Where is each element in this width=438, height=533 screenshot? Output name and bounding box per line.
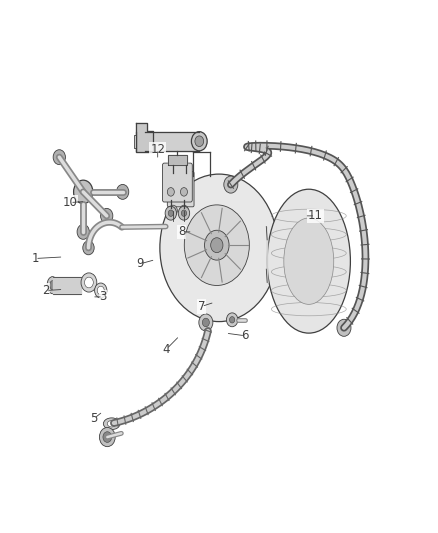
Circle shape — [117, 184, 129, 199]
Circle shape — [224, 176, 238, 193]
Ellipse shape — [267, 189, 350, 333]
Text: 10: 10 — [63, 196, 78, 209]
Circle shape — [195, 136, 204, 147]
Text: 4: 4 — [162, 343, 170, 356]
Text: 12: 12 — [150, 143, 165, 156]
Circle shape — [211, 238, 223, 253]
Text: 6: 6 — [241, 329, 249, 342]
Circle shape — [101, 208, 113, 223]
Circle shape — [83, 241, 94, 255]
Circle shape — [85, 277, 93, 288]
Ellipse shape — [284, 218, 334, 304]
Ellipse shape — [49, 280, 55, 290]
Circle shape — [103, 432, 112, 442]
Text: 3: 3 — [99, 290, 106, 303]
FancyBboxPatch shape — [162, 163, 192, 202]
FancyBboxPatch shape — [167, 172, 194, 207]
Circle shape — [180, 188, 187, 196]
Circle shape — [74, 180, 93, 204]
Circle shape — [180, 205, 188, 216]
Circle shape — [167, 188, 174, 196]
Ellipse shape — [160, 174, 278, 321]
Circle shape — [337, 319, 351, 336]
Text: 9: 9 — [136, 257, 144, 270]
Text: 11: 11 — [308, 209, 323, 222]
Ellipse shape — [103, 418, 120, 430]
Circle shape — [99, 427, 115, 447]
Text: 8: 8 — [178, 225, 185, 238]
Circle shape — [53, 150, 65, 165]
Circle shape — [77, 224, 89, 239]
Text: 1: 1 — [31, 252, 39, 265]
Circle shape — [230, 317, 235, 323]
Ellipse shape — [107, 421, 116, 427]
Circle shape — [181, 210, 187, 216]
Circle shape — [178, 206, 190, 220]
Text: 2: 2 — [42, 284, 50, 297]
Circle shape — [191, 132, 207, 151]
Circle shape — [169, 205, 177, 216]
Text: 7: 7 — [198, 300, 205, 313]
Ellipse shape — [47, 277, 58, 294]
Circle shape — [168, 210, 173, 216]
Polygon shape — [136, 123, 153, 152]
Polygon shape — [168, 155, 187, 165]
Circle shape — [97, 286, 104, 295]
Circle shape — [202, 318, 209, 327]
Circle shape — [205, 230, 229, 260]
Circle shape — [95, 283, 107, 298]
Ellipse shape — [184, 205, 249, 286]
Circle shape — [81, 273, 97, 292]
Circle shape — [226, 313, 238, 327]
Circle shape — [165, 206, 177, 220]
Circle shape — [199, 314, 213, 331]
Text: 5: 5 — [91, 412, 98, 425]
